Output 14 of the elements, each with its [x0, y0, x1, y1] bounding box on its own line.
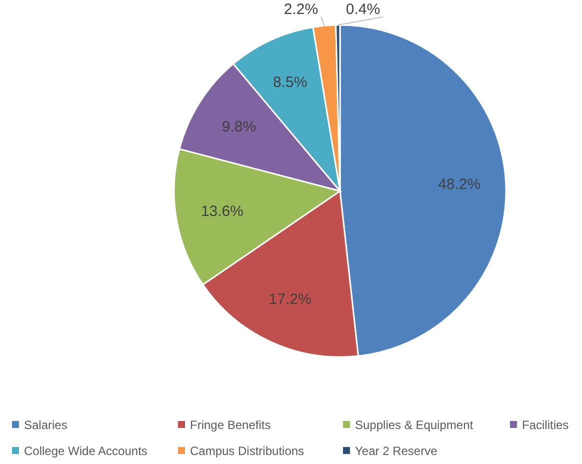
data-label: 0.4% — [346, 1, 380, 18]
data-label: 48.2% — [438, 176, 481, 193]
legend-label: Facilities — [522, 418, 569, 432]
data-label: 9.8% — [222, 118, 256, 136]
legend-label: Fringe Benefits — [190, 418, 271, 432]
data-label: 17.2% — [268, 291, 312, 308]
legend-label: Salaries — [24, 418, 68, 432]
data-label: 13.6% — [200, 202, 244, 220]
data-label: 2.2% — [284, 1, 318, 18]
data-label: 8.5% — [272, 74, 308, 91]
legend-label: Campus Distributions — [190, 444, 304, 458]
legend-label: College Wide Accounts — [24, 444, 148, 458]
legend-label: Supplies & Equipment — [355, 418, 474, 432]
legend-label: Year 2 Reserve — [355, 444, 438, 458]
